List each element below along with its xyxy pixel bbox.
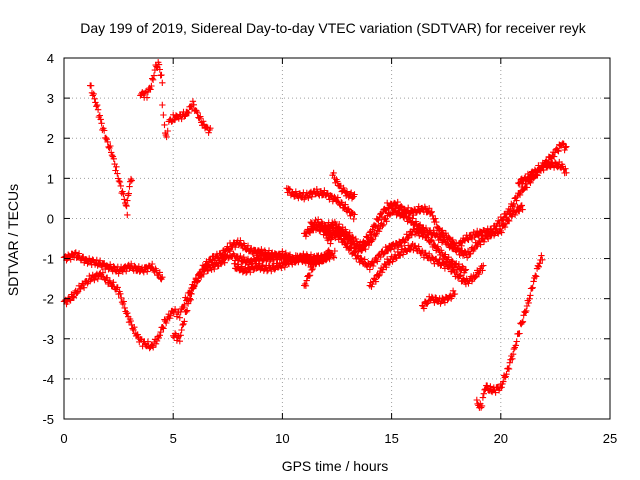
chart-title: Day 199 of 2019, Sidereal Day-to-day VTE… bbox=[80, 20, 586, 36]
series-seg10 bbox=[329, 169, 358, 202]
y-tick-label: 1 bbox=[47, 171, 54, 186]
plus-markers bbox=[87, 82, 131, 219]
series-seg9 bbox=[283, 185, 358, 223]
y-tick-label: -1 bbox=[42, 252, 54, 267]
plus-markers bbox=[159, 98, 214, 141]
plus-markers bbox=[283, 185, 358, 223]
series-seg17 bbox=[473, 252, 546, 411]
series-seg4 bbox=[124, 175, 135, 204]
y-tick-label: 3 bbox=[47, 91, 54, 106]
y-tick-label: -2 bbox=[42, 292, 54, 307]
y-tick-label: 2 bbox=[47, 131, 54, 146]
plot-frame bbox=[63, 57, 611, 420]
plus-markers bbox=[301, 247, 338, 289]
x-tick-label: 10 bbox=[275, 431, 289, 446]
plus-markers bbox=[329, 169, 358, 202]
x-tick-label: 15 bbox=[384, 431, 398, 446]
series-seg3 bbox=[87, 82, 131, 219]
series-seg5 bbox=[137, 59, 166, 101]
y-tick-label: 0 bbox=[47, 211, 54, 226]
x-axis-label: GPS time / hours bbox=[282, 458, 389, 474]
series-seg18 bbox=[515, 158, 570, 187]
series-seg1 bbox=[60, 249, 166, 283]
axis-ticks: 0 5 10 15 20 25 -5 -4 -3 -2 -1 0 1 2 3 4 bbox=[42, 51, 617, 446]
grid-layer bbox=[64, 58, 610, 419]
data-marks bbox=[60, 59, 570, 411]
plus-markers bbox=[515, 158, 570, 187]
y-tick-label: -5 bbox=[42, 412, 54, 427]
y-tick-label: -3 bbox=[42, 332, 54, 347]
series-seg15 bbox=[366, 241, 487, 290]
plus-markers bbox=[301, 202, 526, 261]
series-seg16 bbox=[419, 287, 459, 312]
plus-markers bbox=[170, 237, 334, 345]
x-tick-label: 5 bbox=[170, 431, 177, 446]
x-tick-label: 20 bbox=[494, 431, 508, 446]
series-seg12 bbox=[301, 202, 526, 261]
series-seg7 bbox=[170, 237, 334, 345]
x-tick-label: 0 bbox=[60, 431, 67, 446]
x-tick-label: 25 bbox=[603, 431, 617, 446]
plus-markers bbox=[473, 252, 546, 411]
series-seg6 bbox=[159, 98, 214, 141]
y-axis-label: SDTVAR / TECUs bbox=[5, 184, 21, 296]
plus-markers bbox=[366, 241, 487, 290]
plus-markers bbox=[124, 175, 135, 204]
plus-markers bbox=[419, 287, 459, 312]
series-seg13 bbox=[301, 247, 338, 289]
y-tick-label: -4 bbox=[42, 372, 54, 387]
plus-markers bbox=[60, 249, 166, 283]
y-tick-label: 4 bbox=[47, 51, 54, 66]
plus-markers bbox=[137, 59, 166, 101]
